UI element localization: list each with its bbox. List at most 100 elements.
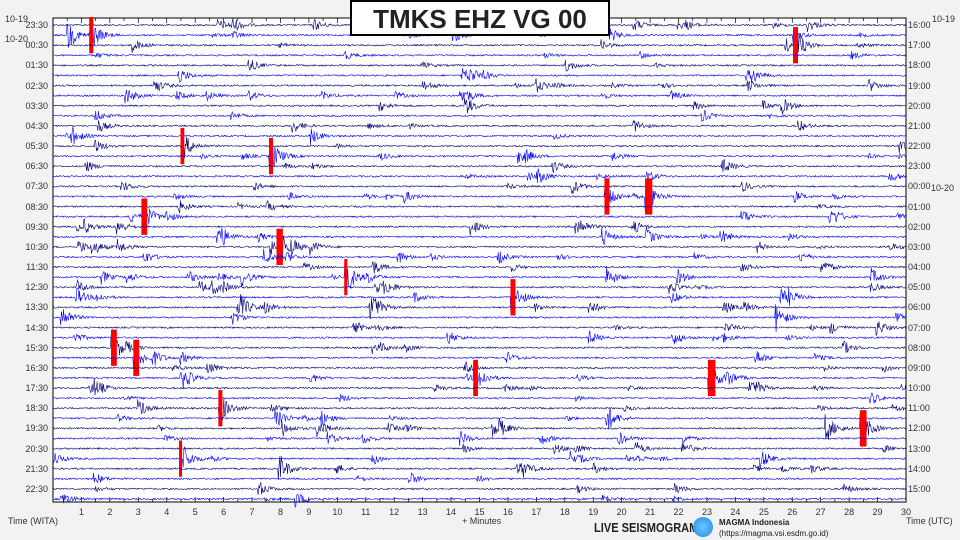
left-time-label: 19:30 xyxy=(25,423,48,434)
right-date-mid: 10-20 xyxy=(931,183,955,193)
clipped-event xyxy=(268,137,274,175)
clipped-event xyxy=(276,228,283,266)
left-time-label: 03:30 xyxy=(25,100,48,111)
right-date-top: 10-19 xyxy=(932,14,956,24)
minute-tick-label: 15 xyxy=(474,507,485,517)
trace-9 xyxy=(52,109,906,123)
clipped-event xyxy=(510,279,516,316)
trace-13 xyxy=(52,141,906,171)
minute-tick-label: 10 xyxy=(332,507,343,517)
clipped-event xyxy=(133,339,140,376)
right-time-label: 01:00 xyxy=(908,201,931,212)
trace-24 xyxy=(52,261,906,274)
trace-27 xyxy=(52,285,906,312)
left-time-label: 13:30 xyxy=(25,302,48,313)
trace-23 xyxy=(52,248,906,264)
left-time-label: 22:30 xyxy=(25,483,48,494)
clipped-event xyxy=(473,359,478,397)
trace-17 xyxy=(52,180,906,212)
minute-tick-label: 2 xyxy=(107,507,113,517)
right-time-label: 13:00 xyxy=(908,443,931,454)
right-time-label: 14:00 xyxy=(908,463,931,474)
left-time-label: 11:30 xyxy=(26,262,48,273)
minute-tick-label: 1 xyxy=(78,507,84,517)
trace-5 xyxy=(52,68,906,84)
right-time-label: 05:00 xyxy=(908,282,931,293)
minute-tick-label: 7 xyxy=(249,507,255,517)
left-time-label: 21:30 xyxy=(25,463,48,474)
left-time-label: 05:30 xyxy=(25,141,48,152)
trace-38 xyxy=(52,396,906,421)
minute-tick-label: 4 xyxy=(164,507,170,517)
live-seismogram-label: LIVE SEISMOGRAM xyxy=(594,520,699,535)
right-time-label: 06:00 xyxy=(908,302,931,313)
trace-36 xyxy=(52,378,906,396)
minute-tick-label: 24 xyxy=(730,507,741,517)
right-time-label: 00:00 xyxy=(908,181,931,192)
trace-31 xyxy=(52,330,906,345)
trace-47 xyxy=(52,493,906,508)
clipped-event xyxy=(141,198,148,235)
clipped-event xyxy=(604,178,610,215)
minute-tick-label: 14 xyxy=(446,507,457,517)
right-time-label: 12:00 xyxy=(908,423,931,434)
trace-21 xyxy=(52,227,906,246)
minute-tick-label: 29 xyxy=(872,507,883,517)
right-time-label: 04:00 xyxy=(908,262,931,273)
trace-16 xyxy=(52,181,906,195)
minute-tick-label: 20 xyxy=(616,507,627,517)
clipped-event xyxy=(89,16,94,54)
right-time-label: 23:00 xyxy=(908,161,931,172)
trace-2 xyxy=(52,33,906,60)
right-time-label: 19:00 xyxy=(908,80,931,91)
trace-18 xyxy=(52,199,906,214)
trace-40 xyxy=(52,412,906,443)
left-time-label: 16:30 xyxy=(25,362,48,373)
minute-tick-label: 27 xyxy=(815,507,826,517)
minute-tick-label: 12 xyxy=(389,507,400,517)
trace-11 xyxy=(52,126,906,146)
right-time-label: 10:00 xyxy=(908,383,931,394)
right-time-label: 21:00 xyxy=(908,120,931,131)
magma-credit: MAGMA Indonesia (https://magma.vsi.esdm.g… xyxy=(719,517,828,539)
minute-tick-label: 13 xyxy=(417,507,428,517)
left-time-label: 08:30 xyxy=(25,201,48,212)
minute-tick-label: 16 xyxy=(502,507,513,517)
trace-14 xyxy=(52,159,906,173)
trace-45 xyxy=(52,472,906,484)
trace-39 xyxy=(52,408,906,430)
trace-6 xyxy=(52,78,906,93)
clipped-event xyxy=(707,359,716,397)
magma-url[interactable]: (https://magma.vsi.esdm.go.id) xyxy=(719,529,829,538)
left-time-label: 20:30 xyxy=(25,443,48,454)
clipped-event xyxy=(218,390,223,427)
right-time-label: 07:00 xyxy=(908,322,931,333)
left-time-label: 04:30 xyxy=(25,120,48,131)
left-time-label: 15:30 xyxy=(25,342,48,353)
right-time-label: 17:00 xyxy=(908,40,931,51)
trace-25 xyxy=(52,262,906,292)
trace-26 xyxy=(52,279,906,295)
minute-tick-label: 19 xyxy=(588,507,599,517)
minute-tick-label: 18 xyxy=(559,507,570,517)
left-time-label: 23:30 xyxy=(25,20,48,31)
clipped-event xyxy=(645,178,653,215)
trace-42 xyxy=(52,441,906,455)
minute-tick-label: 28 xyxy=(844,507,855,517)
trace-43 xyxy=(52,446,906,470)
left-time-label: 01:30 xyxy=(25,60,48,71)
left-time-label: 10:30 xyxy=(25,241,48,252)
trace-22 xyxy=(52,232,906,263)
trace-19 xyxy=(52,202,906,231)
plot-frame xyxy=(52,17,907,503)
x-axis-center-label: + Minutes xyxy=(462,516,502,526)
trace-4 xyxy=(52,59,906,72)
minute-tick-label: 11 xyxy=(361,507,371,517)
minute-tick-label: 25 xyxy=(758,507,769,517)
right-time-label: 16:00 xyxy=(908,20,931,31)
trace-44 xyxy=(52,455,906,480)
clipped-event xyxy=(111,329,117,366)
left-time-label: 18:30 xyxy=(25,403,48,414)
clipped-event xyxy=(179,440,183,477)
